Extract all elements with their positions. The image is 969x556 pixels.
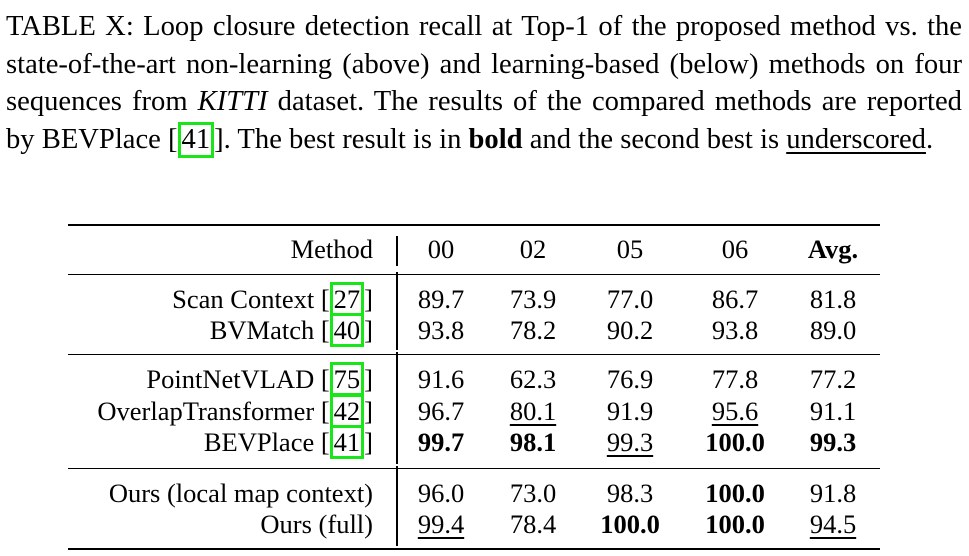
table-cell: 98.1 [509,427,557,457]
method-name: BVMatch [40] [209,313,373,347]
method-name: BEVPlace [41] [203,425,373,459]
table-top-rule [68,224,880,226]
header-02: 02 [519,234,547,264]
method-name: Ours (full) [260,509,373,539]
citation-link[interactable]: 27 [329,282,365,316]
column-separator [396,352,398,464]
table-cell: 78.4 [509,509,557,539]
table-cell: 91.9 [606,396,654,426]
method-name: Ours (local map context) [108,478,373,508]
table-caption: TABLE X: Loop closure detection recall a… [6,8,962,158]
table-cell: 91.1 [809,396,857,426]
bold-word: bold [468,123,523,155]
table-cell: 100.0 [705,427,765,457]
table-cell: 99.4 [417,509,465,539]
table-mid-rule [68,354,880,356]
table-cell: 89.0 [809,315,857,345]
caption-text: and the second best is [522,123,787,155]
table-cell: 77.2 [809,364,857,394]
citation-link[interactable]: 41 [177,121,215,158]
table-cell: 100.0 [705,509,765,539]
table-cell: 73.0 [509,478,557,508]
table-cell: 99.3 [809,427,857,457]
table-mid-rule [68,274,880,276]
table-cell: 96.7 [417,396,465,426]
table-cell: 95.6 [711,396,759,426]
table-cell: 77.0 [606,284,654,314]
table-cell: 98.3 [606,478,654,508]
table-cell: 86.7 [711,284,759,314]
table-cell: 96.0 [417,478,465,508]
table-mid-rule [68,468,880,470]
table-cell: 91.6 [417,364,465,394]
method-name: Scan Context [27] [172,282,373,316]
citation-link[interactable]: 42 [329,394,365,428]
table-cell: 94.5 [809,509,857,539]
table-cell: 91.8 [809,478,857,508]
citation-link[interactable]: 40 [329,313,365,347]
table-cell: 77.8 [711,364,759,394]
table-cell: 76.9 [606,364,654,394]
header-method: Method [290,234,373,264]
column-separator [396,272,398,350]
table-cell: 73.9 [509,284,557,314]
caption-label: TABLE X: [6,11,134,42]
table-bottom-rule [68,548,880,550]
table-cell: 93.8 [711,315,759,345]
dataset-name: KITTI [197,86,268,118]
table-cell: 81.8 [809,284,857,314]
table-cell: 99.3 [606,427,654,457]
table-cell: 89.7 [417,284,465,314]
header-00: 00 [427,234,455,264]
table-cell: 100.0 [600,509,660,539]
citation-link[interactable]: 75 [329,362,365,396]
header-avg: Avg. [807,234,859,264]
caption-text: ]. The best result is in [214,123,469,155]
method-name: PointNetVLAD [75] [146,362,373,396]
method-name: OverlapTransformer [42] [97,394,373,428]
caption-text: Loop closure detection recall at Top-1 o… [6,11,963,118]
table-cell: 90.2 [606,315,654,345]
column-separator [396,236,398,266]
table-cell: 78.2 [509,315,557,345]
table-cell: 80.1 [509,396,557,426]
caption-text: . [925,123,934,155]
table-cell: 62.3 [509,364,557,394]
citation-link[interactable]: 41 [329,425,365,459]
table-cell: 93.8 [417,315,465,345]
header-05: 05 [616,234,644,264]
table-cell: 99.7 [417,427,465,457]
table-cell: 100.0 [705,478,765,508]
caption-text: dataset. The results of the compared met… [6,86,962,155]
header-06: 06 [721,234,749,264]
underscored-word: underscored [786,123,926,155]
column-separator [396,466,398,546]
